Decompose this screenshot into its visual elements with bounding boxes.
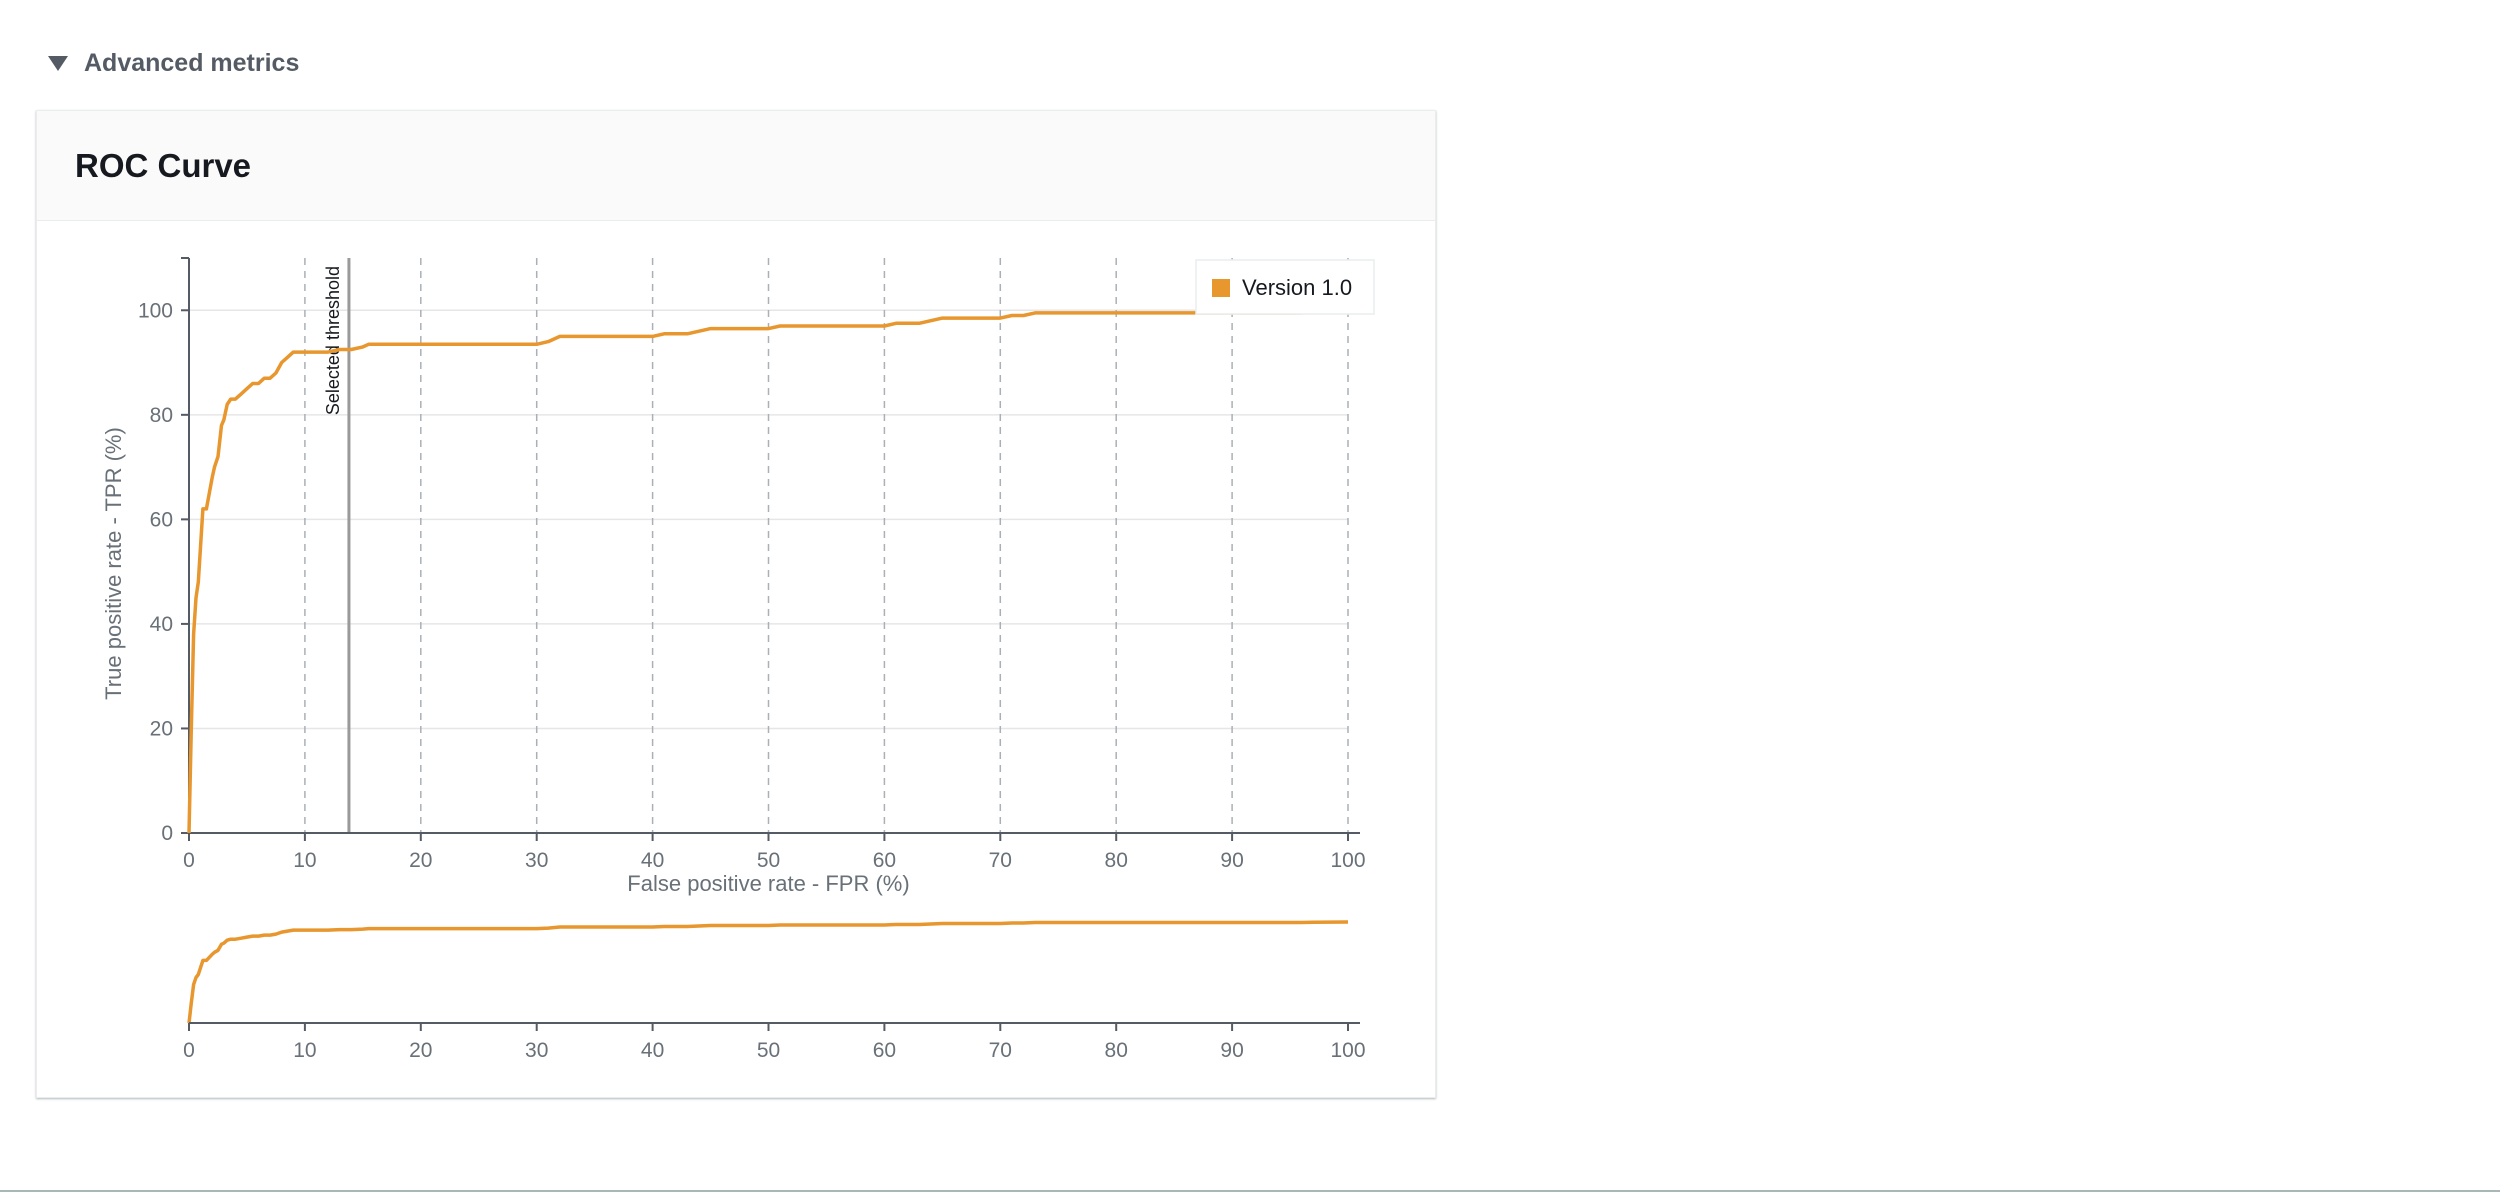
y-tick-label: 100: [138, 299, 173, 322]
x-tick-label: 90: [1220, 849, 1243, 872]
mini-x-tick-label: 20: [409, 1039, 432, 1062]
mini-x-tick-label: 40: [641, 1039, 664, 1062]
legend-swatch: [1212, 279, 1230, 297]
y-tick-label: 0: [161, 822, 173, 845]
section-title: Advanced metrics: [84, 48, 300, 77]
y-tick-label: 20: [150, 717, 173, 740]
panel-header: ROC Curve: [37, 111, 1435, 221]
mini-x-tick-label: 50: [757, 1039, 780, 1062]
x-tick-label: 0: [183, 849, 195, 872]
grid-layer: [189, 258, 1349, 833]
series-layer: [187, 308, 1349, 834]
legend-label: Version 1.0: [1242, 275, 1352, 300]
legend-layer: Version 1.0: [1195, 259, 1375, 315]
mini-series-line: [187, 920, 1349, 1024]
mini-x-tick-label: 30: [525, 1039, 548, 1062]
x-tick-label: 50: [757, 849, 780, 872]
mini-x-tick-label: 60: [873, 1039, 896, 1062]
mini-x-tick-label: 100: [1330, 1039, 1365, 1062]
page-bottom-border: [0, 1190, 2500, 1192]
x-tick-label: 60: [873, 849, 896, 872]
threshold-label: Selected threshold: [323, 266, 343, 415]
y-axis-label: True positive rate - TPR (%): [101, 427, 126, 700]
x-tick-label: 100: [1330, 849, 1365, 872]
advanced-metrics-toggle[interactable]: Advanced metrics: [48, 46, 299, 80]
mini-x-tick-label: 90: [1220, 1039, 1243, 1062]
y-tick-label: 60: [150, 508, 173, 531]
mini-x-tick-label: 70: [989, 1039, 1012, 1062]
x-tick-label: 30: [525, 849, 548, 872]
mini-x-tick-label: 10: [293, 1039, 316, 1062]
x-tick-label: 20: [409, 849, 432, 872]
mini-chart-layer: 0 10 20 30 40 50 60 70 80 90 100: [183, 920, 1366, 1062]
y-tick-label: 40: [150, 613, 173, 636]
panel-title: ROC Curve: [75, 146, 252, 184]
mini-x-tick-label: 0: [183, 1039, 195, 1062]
x-tick-label: 80: [1105, 849, 1128, 872]
y-tick-label: 80: [150, 404, 173, 427]
mini-x-tick-label: 80: [1105, 1039, 1128, 1062]
x-axis-label: False positive rate - FPR (%): [627, 871, 909, 896]
caret-down-icon: [48, 55, 68, 71]
x-tick-label: 40: [641, 849, 664, 872]
x-tick-label: 10: [293, 849, 316, 872]
axis-layer: 0 20 40 60 80 100 0 10 20 30 40 50 60 70 80 90 100 False …: [101, 257, 1366, 896]
x-tick-label: 70: [989, 849, 1012, 872]
threshold-layer: Selected threshold: [323, 258, 351, 833]
roc-curve-panel: ROC Curve: [36, 110, 1436, 1098]
roc-series-line: [187, 308, 1349, 834]
